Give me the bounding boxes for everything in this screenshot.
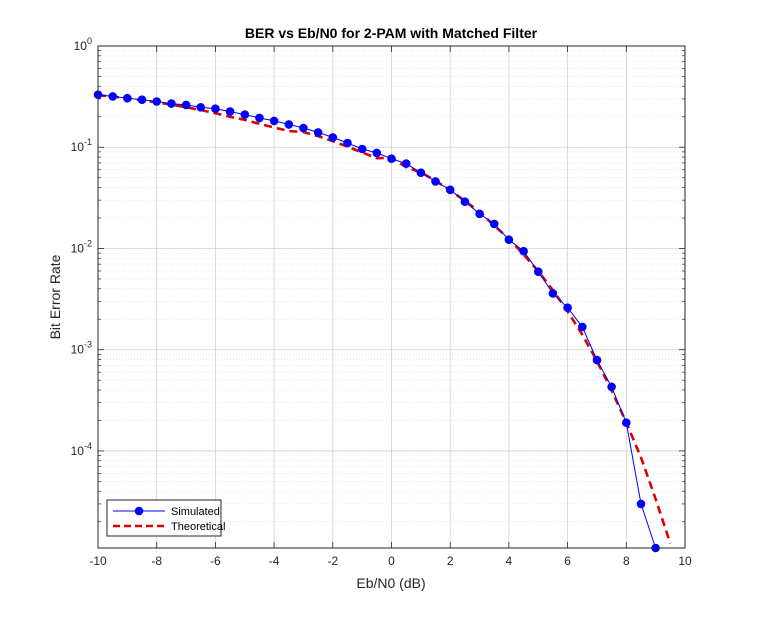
legend: Simulated Theoretical xyxy=(106,499,225,537)
simulated-point xyxy=(607,382,616,392)
chart-title: BER vs Eb/N0 for 2-PAM with Matched Filt… xyxy=(245,25,538,41)
y-tick-label: 10-4 xyxy=(71,441,92,458)
y-axis-label: Bit Error Rate xyxy=(47,254,63,339)
simulated-point xyxy=(460,197,470,206)
theoretical-series xyxy=(97,93,672,544)
y-tick-label: 100 xyxy=(74,36,92,53)
simulated-point xyxy=(636,499,646,509)
simulated-point xyxy=(211,104,220,113)
theoretical-line xyxy=(97,93,672,544)
y-tick-label: 10-3 xyxy=(71,340,92,357)
simulated-point xyxy=(328,133,338,142)
legend-box xyxy=(106,499,222,537)
x-tick-label: 8 xyxy=(623,554,630,568)
simulated-point xyxy=(489,219,499,229)
y-tick-labels: 100 10-1 10-2 10-3 10-4 xyxy=(71,36,92,458)
x-tick-label: -4 xyxy=(269,554,280,568)
y-tick-label: 10-1 xyxy=(71,137,92,154)
simulated-point xyxy=(225,107,235,116)
simulated-point xyxy=(123,93,132,103)
simulated-point xyxy=(357,144,367,154)
simulated-point xyxy=(475,209,484,219)
simulated-point xyxy=(108,92,117,101)
simulated-point xyxy=(622,418,631,428)
x-tick-label: 0 xyxy=(388,554,395,568)
simulated-point xyxy=(431,177,440,186)
simulated-point xyxy=(372,148,382,158)
simulated-point xyxy=(445,185,455,195)
x-tick-label: -10 xyxy=(89,554,107,568)
x-tick-label: -2 xyxy=(327,554,338,568)
x-tick-label: 2 xyxy=(447,554,454,568)
simulated-point xyxy=(387,154,396,163)
simulated-point xyxy=(313,128,323,137)
simulated-point xyxy=(284,120,294,129)
simulated-point xyxy=(534,267,543,277)
simulated-series xyxy=(93,90,660,553)
simulated-point xyxy=(578,322,587,332)
x-tick-label: 10 xyxy=(678,554,692,568)
simulated-point xyxy=(563,303,572,313)
simulated-point xyxy=(137,95,147,104)
legend-simulated-label: Simulated xyxy=(171,506,220,518)
simulated-point xyxy=(504,235,514,244)
simulated-point xyxy=(401,159,411,168)
simulated-point xyxy=(196,103,205,112)
simulated-point xyxy=(416,168,426,177)
x-tick-label: 4 xyxy=(506,554,513,568)
y-tick-label: 10-2 xyxy=(71,238,92,255)
simulated-point xyxy=(167,99,176,108)
x-tick-labels: -10 -8 -6 -4 -2 0 2 4 6 8 10 xyxy=(89,554,692,568)
x-tick-label: -6 xyxy=(210,554,221,568)
simulated-point xyxy=(519,246,528,256)
legend-theoretical-label: Theoretical xyxy=(171,521,225,533)
simulated-point xyxy=(240,110,250,119)
simulated-point xyxy=(181,100,191,110)
simulated-point xyxy=(152,97,161,106)
simulated-point xyxy=(592,355,602,365)
ticks xyxy=(97,45,686,548)
simulated-point xyxy=(269,116,279,126)
simulated-point xyxy=(299,123,308,133)
x-tick-label: 6 xyxy=(564,554,571,568)
legend-simulated-marker xyxy=(134,506,144,516)
x-tick-label: -8 xyxy=(151,554,162,568)
simulated-point xyxy=(548,289,558,298)
simulated-point xyxy=(255,113,264,123)
x-axis-label: Eb/N0 (dB) xyxy=(356,575,425,591)
simulated-point xyxy=(343,138,352,148)
